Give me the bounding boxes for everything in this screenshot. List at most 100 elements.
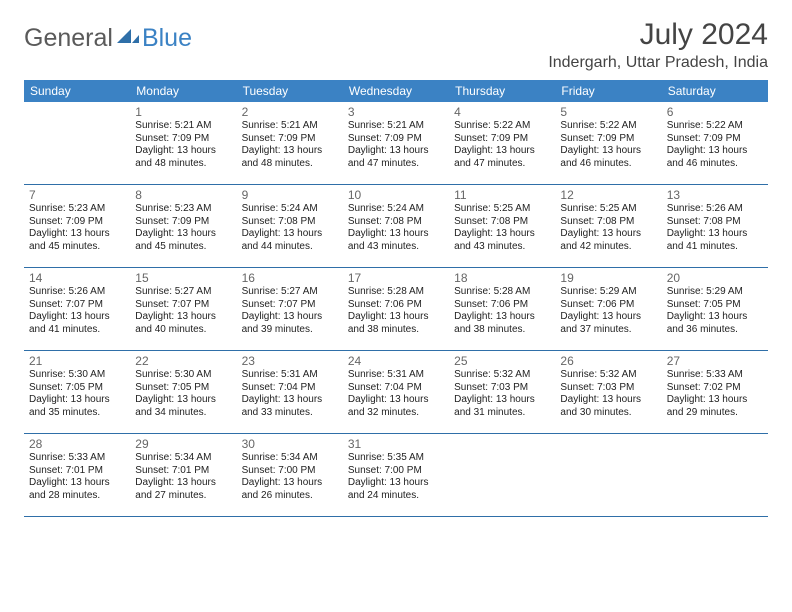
day-info-line: Sunset: 7:06 PM — [454, 299, 550, 312]
day-cell: 17Sunrise: 5:28 AMSunset: 7:06 PMDayligh… — [343, 268, 449, 350]
day-number: 30 — [242, 437, 338, 451]
day-info-line: Sunrise: 5:25 AM — [560, 203, 656, 216]
day-info-line: Daylight: 13 hours — [560, 228, 656, 241]
day-number: 15 — [135, 271, 231, 285]
day-info-line: Daylight: 13 hours — [242, 394, 338, 407]
day-info-line: Daylight: 13 hours — [242, 311, 338, 324]
day-info-line: and 48 minutes. — [242, 158, 338, 171]
day-number: 10 — [348, 188, 444, 202]
day-cell: 28Sunrise: 5:33 AMSunset: 7:01 PMDayligh… — [24, 434, 130, 516]
day-info-line: Sunrise: 5:23 AM — [135, 203, 231, 216]
day-info-line: Sunset: 7:04 PM — [242, 382, 338, 395]
day-number: 22 — [135, 354, 231, 368]
day-info-line: Sunset: 7:00 PM — [242, 465, 338, 478]
day-header: Saturday — [662, 80, 768, 102]
day-info-line: Sunset: 7:09 PM — [135, 133, 231, 146]
day-info-line: Daylight: 13 hours — [242, 228, 338, 241]
day-info-line: Daylight: 13 hours — [454, 145, 550, 158]
header: General Blue July 2024 Indergarh, Uttar … — [24, 18, 768, 72]
day-info-line: Daylight: 13 hours — [560, 145, 656, 158]
day-cell: 12Sunrise: 5:25 AMSunset: 7:08 PMDayligh… — [555, 185, 661, 267]
day-info-line: Sunrise: 5:34 AM — [135, 452, 231, 465]
day-number: 24 — [348, 354, 444, 368]
day-info-line: Sunset: 7:09 PM — [348, 133, 444, 146]
day-info-line: Sunset: 7:09 PM — [29, 216, 125, 229]
day-cell: 9Sunrise: 5:24 AMSunset: 7:08 PMDaylight… — [237, 185, 343, 267]
day-number: 9 — [242, 188, 338, 202]
day-cell: 1Sunrise: 5:21 AMSunset: 7:09 PMDaylight… — [130, 102, 236, 184]
day-info-line: Sunrise: 5:32 AM — [560, 369, 656, 382]
day-info-line: Sunrise: 5:33 AM — [29, 452, 125, 465]
day-header: Tuesday — [237, 80, 343, 102]
day-number: 18 — [454, 271, 550, 285]
day-number: 20 — [667, 271, 763, 285]
day-info-line: Sunrise: 5:23 AM — [29, 203, 125, 216]
day-info-line: Daylight: 13 hours — [135, 311, 231, 324]
day-info-line: Daylight: 13 hours — [29, 394, 125, 407]
day-info-line: and 33 minutes. — [242, 407, 338, 420]
day-cell: 29Sunrise: 5:34 AMSunset: 7:01 PMDayligh… — [130, 434, 236, 516]
day-number: 27 — [667, 354, 763, 368]
day-info-line: Daylight: 13 hours — [560, 394, 656, 407]
day-info-line: Sunset: 7:06 PM — [560, 299, 656, 312]
day-number: 4 — [454, 105, 550, 119]
day-cell: 27Sunrise: 5:33 AMSunset: 7:02 PMDayligh… — [662, 351, 768, 433]
day-info-line: Daylight: 13 hours — [348, 311, 444, 324]
day-info-line: and 45 minutes. — [135, 241, 231, 254]
day-info-line: and 24 minutes. — [348, 490, 444, 503]
day-info-line: Sunrise: 5:22 AM — [667, 120, 763, 133]
title-block: July 2024 Indergarh, Uttar Pradesh, Indi… — [548, 18, 768, 72]
logo-text-general: General — [24, 24, 113, 53]
day-info-line: Sunrise: 5:24 AM — [348, 203, 444, 216]
week-row: 21Sunrise: 5:30 AMSunset: 7:05 PMDayligh… — [24, 351, 768, 434]
day-header: Friday — [555, 80, 661, 102]
day-number: 3 — [348, 105, 444, 119]
week-row: 28Sunrise: 5:33 AMSunset: 7:01 PMDayligh… — [24, 434, 768, 517]
day-info-line: and 29 minutes. — [667, 407, 763, 420]
day-info-line: Daylight: 13 hours — [135, 228, 231, 241]
day-cell: 6Sunrise: 5:22 AMSunset: 7:09 PMDaylight… — [662, 102, 768, 184]
day-cell: 15Sunrise: 5:27 AMSunset: 7:07 PMDayligh… — [130, 268, 236, 350]
day-info-line: Daylight: 13 hours — [454, 394, 550, 407]
day-number: 17 — [348, 271, 444, 285]
day-cell: 11Sunrise: 5:25 AMSunset: 7:08 PMDayligh… — [449, 185, 555, 267]
day-info-line: Sunset: 7:07 PM — [135, 299, 231, 312]
day-info-line: and 42 minutes. — [560, 241, 656, 254]
day-info-line: Sunrise: 5:29 AM — [667, 286, 763, 299]
calendar: Sunday Monday Tuesday Wednesday Thursday… — [24, 80, 768, 517]
day-header: Monday — [130, 80, 236, 102]
day-info-line: and 35 minutes. — [29, 407, 125, 420]
day-number: 6 — [667, 105, 763, 119]
day-cell: 7Sunrise: 5:23 AMSunset: 7:09 PMDaylight… — [24, 185, 130, 267]
day-info-line: Sunset: 7:09 PM — [135, 216, 231, 229]
day-cell: 30Sunrise: 5:34 AMSunset: 7:00 PMDayligh… — [237, 434, 343, 516]
day-info-line: Sunset: 7:07 PM — [29, 299, 125, 312]
day-info-line: and 39 minutes. — [242, 324, 338, 337]
day-info-line: Sunset: 7:09 PM — [242, 133, 338, 146]
day-info-line: Sunset: 7:08 PM — [242, 216, 338, 229]
empty-cell — [555, 434, 661, 516]
day-info-line: Sunrise: 5:34 AM — [242, 452, 338, 465]
day-cell: 19Sunrise: 5:29 AMSunset: 7:06 PMDayligh… — [555, 268, 661, 350]
day-info-line: Daylight: 13 hours — [454, 228, 550, 241]
day-info-line: and 41 minutes. — [667, 241, 763, 254]
day-header: Wednesday — [343, 80, 449, 102]
weeks-container: 1Sunrise: 5:21 AMSunset: 7:09 PMDaylight… — [24, 102, 768, 517]
day-number: 23 — [242, 354, 338, 368]
day-cell: 10Sunrise: 5:24 AMSunset: 7:08 PMDayligh… — [343, 185, 449, 267]
day-info-line: and 27 minutes. — [135, 490, 231, 503]
day-info-line: Sunset: 7:03 PM — [560, 382, 656, 395]
day-cell: 22Sunrise: 5:30 AMSunset: 7:05 PMDayligh… — [130, 351, 236, 433]
day-info-line: and 44 minutes. — [242, 241, 338, 254]
day-info-line: Sunrise: 5:30 AM — [29, 369, 125, 382]
day-number: 16 — [242, 271, 338, 285]
day-info-line: and 30 minutes. — [560, 407, 656, 420]
day-cell: 18Sunrise: 5:28 AMSunset: 7:06 PMDayligh… — [449, 268, 555, 350]
day-info-line: Sunrise: 5:24 AM — [242, 203, 338, 216]
day-number: 2 — [242, 105, 338, 119]
week-row: 14Sunrise: 5:26 AMSunset: 7:07 PMDayligh… — [24, 268, 768, 351]
day-info-line: Sunrise: 5:35 AM — [348, 452, 444, 465]
day-cell: 24Sunrise: 5:31 AMSunset: 7:04 PMDayligh… — [343, 351, 449, 433]
day-info-line: Sunrise: 5:28 AM — [454, 286, 550, 299]
day-info-line: and 47 minutes. — [454, 158, 550, 171]
